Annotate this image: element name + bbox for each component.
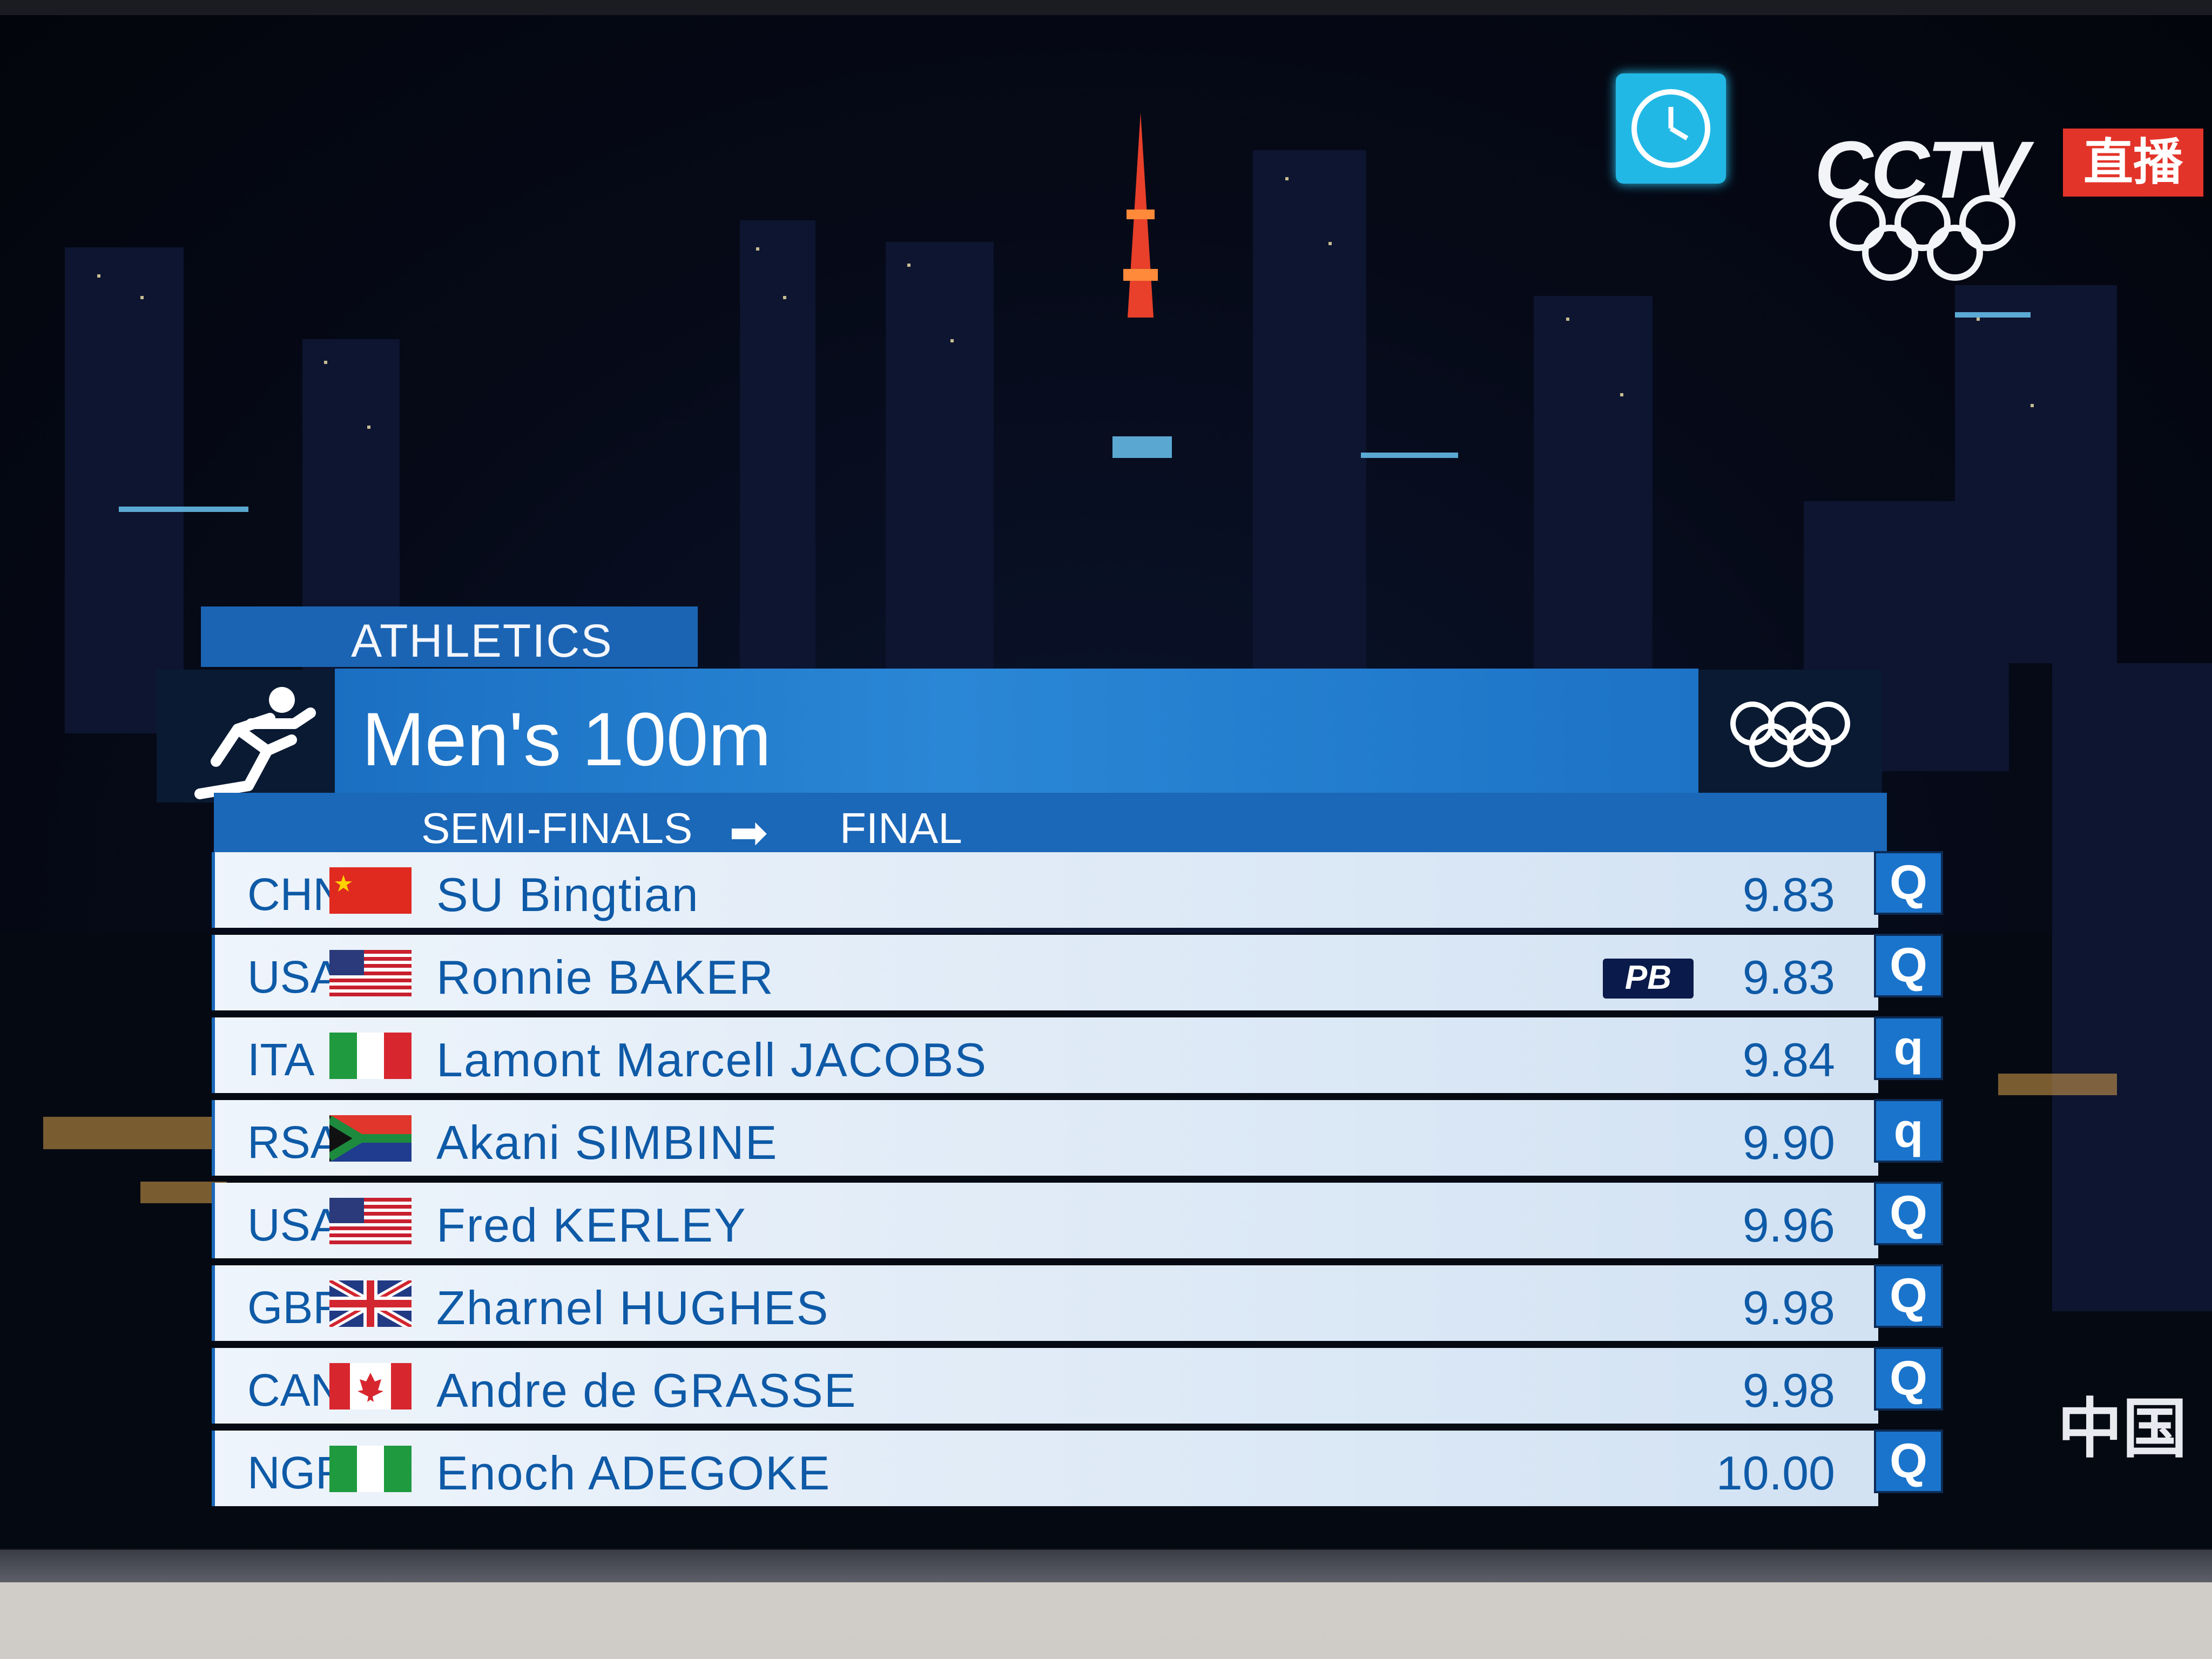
country-code: CHN — [247, 869, 346, 920]
event-title-bar — [335, 669, 1698, 794]
athlete-name: Fred KERLEY — [436, 1198, 747, 1252]
athlete-name: Zharnel HUGHES — [436, 1281, 830, 1334]
south-africa-flag-icon — [329, 1115, 412, 1162]
result-time: 10.00 — [1716, 1446, 1835, 1500]
qualifier-badge: q — [1874, 1016, 1943, 1080]
clock-icon — [1616, 73, 1726, 184]
country-code: USA — [247, 952, 341, 1002]
live-badge: 直播 — [2063, 129, 2203, 197]
nigeria-flag-icon — [329, 1446, 412, 1492]
country-code: CAN — [247, 1365, 343, 1415]
tv-screen: CCTV 直播 中国 ATHLETICS Men's 100m SEMI-FIN… — [0, 15, 2212, 1549]
qualifier-badge: Q — [1874, 1182, 1943, 1245]
qualifier-badge: Q — [1874, 1429, 1943, 1493]
channel-watermark: 中国 — [2058, 1392, 2187, 1467]
result-row: NGR Enoch ADEGOKE 10.00 — [212, 1431, 1878, 1506]
country-code: RSA — [247, 1117, 341, 1168]
uk-flag-icon — [329, 1280, 412, 1327]
china-flag-icon — [329, 867, 412, 914]
result-row: RSA Akani SIMBINE 9.90 — [212, 1100, 1878, 1176]
stage-bar — [214, 793, 1887, 852]
country-code: USA — [247, 1199, 341, 1250]
sprinter-icon — [194, 687, 316, 799]
qualifier-badge: Q — [1874, 1264, 1943, 1328]
athlete-name: Lamont Marcell JACOBS — [436, 1033, 988, 1087]
result-row: USA Ronnie BAKER PB 9.83 — [212, 935, 1878, 1010]
athlete-name: Andre de GRASSE — [436, 1364, 857, 1417]
usa-flag-icon — [329, 1198, 412, 1244]
result-row: GBR Zharnel HUGHES 9.98 — [212, 1265, 1878, 1341]
country-code: ITA — [247, 1034, 315, 1085]
usa-flag-icon — [329, 950, 412, 996]
result-time: 9.98 — [1742, 1281, 1835, 1334]
athlete-name: Ronnie BAKER — [436, 950, 774, 1004]
qualifier-badge: Q — [1874, 934, 1943, 997]
olympic-rings-icon — [1730, 702, 1850, 767]
sport-tab — [201, 606, 698, 667]
result-time: 9.84 — [1742, 1033, 1835, 1087]
athlete-name: SU Bingtian — [436, 868, 699, 921]
result-time: 9.98 — [1742, 1364, 1835, 1417]
tokyo-tower-icon — [1123, 112, 1158, 318]
canada-flag-icon — [329, 1363, 412, 1410]
athlete-name: Akani SIMBINE — [436, 1116, 778, 1169]
qualifier-badge: Q — [1874, 851, 1943, 915]
result-time: 9.83 — [1742, 950, 1835, 1004]
sprinter-icon-box — [157, 670, 335, 802]
stage-to: FINAL — [840, 804, 962, 852]
italy-flag-icon — [329, 1033, 412, 1079]
result-row: CAN Andre de GRASSE 9.98 — [212, 1348, 1878, 1424]
event-title: Men's 100m — [362, 697, 772, 781]
qualifier-badge: q — [1874, 1099, 1943, 1163]
arrow-right-icon: ➡ — [729, 806, 768, 860]
result-time: 9.96 — [1742, 1198, 1835, 1252]
olympic-rings-icon — [1830, 195, 2015, 281]
result-row: USA Fred KERLEY 9.96 — [212, 1183, 1878, 1258]
stage-from: SEMI-FINALS — [421, 804, 693, 852]
athlete-name: Enoch ADEGOKE — [436, 1446, 831, 1500]
sport-label: ATHLETICS — [351, 615, 613, 667]
olympic-rings-box — [1698, 670, 1882, 802]
result-time: 9.90 — [1742, 1116, 1835, 1169]
tv-stand — [0, 1550, 2212, 1582]
result-row: CHN SU Bingtian 9.83 — [212, 852, 1878, 928]
personal-best-badge: PB — [1603, 959, 1694, 999]
result-time: 9.83 — [1742, 868, 1835, 921]
result-row: ITA Lamont Marcell JACOBS 9.84 — [212, 1017, 1878, 1093]
qualifier-badge: Q — [1874, 1347, 1943, 1411]
